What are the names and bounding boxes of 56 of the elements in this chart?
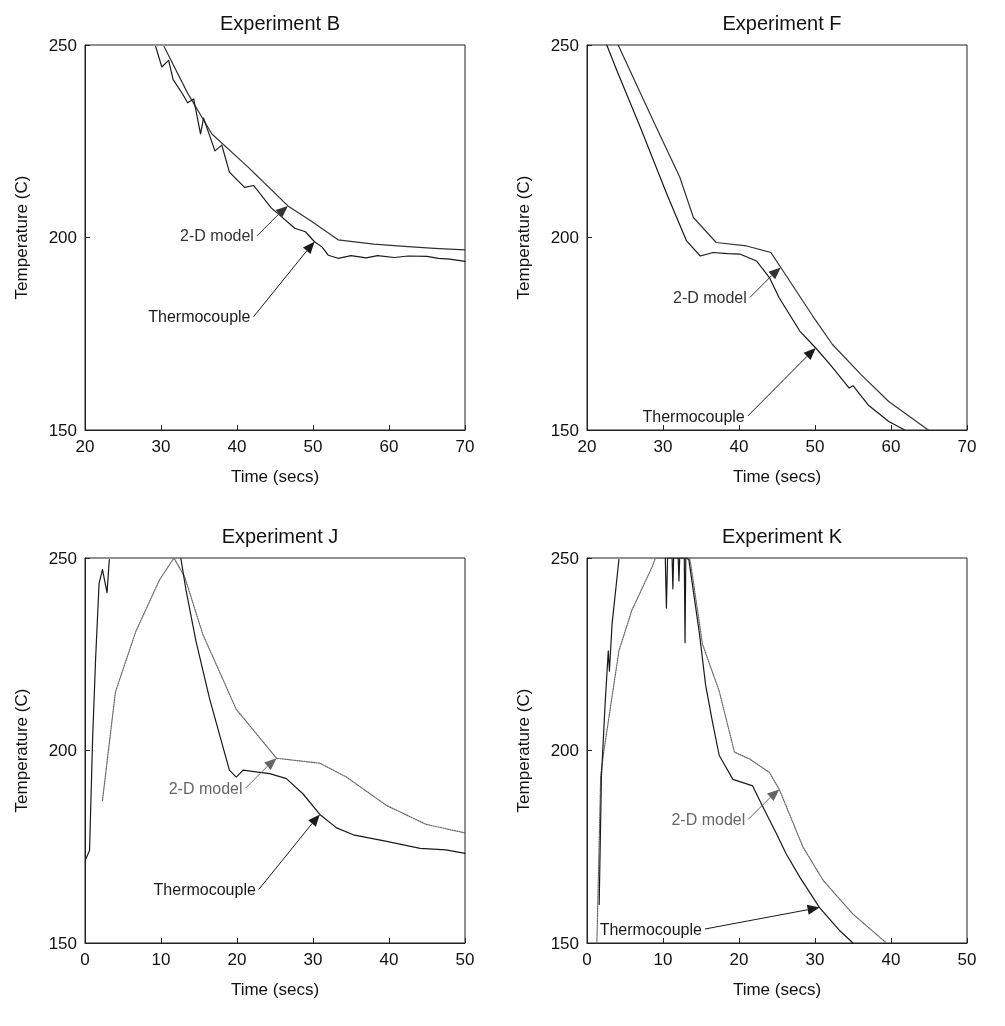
y-axis-title: Temperature (C) xyxy=(514,688,533,813)
x-tick-label: 70 xyxy=(957,437,977,456)
x-tick-label: 20 xyxy=(577,437,597,456)
y-tick-label: 150 xyxy=(48,420,77,440)
y-tick-label: 250 xyxy=(48,548,77,568)
y-tick-label: 250 xyxy=(48,35,77,55)
x-axis-title: Time (secs) xyxy=(732,467,822,486)
x-axis-title: Time (secs) xyxy=(230,980,320,999)
y-tick-label: 200 xyxy=(48,228,77,247)
y-tick-label: 200 xyxy=(550,741,579,760)
x-tick-label: 0 xyxy=(80,950,90,969)
legend-label: 2-D model xyxy=(168,779,243,797)
x-tick-label: 70 xyxy=(455,437,475,456)
x-tick-label: 20 xyxy=(729,950,749,969)
x-tick-label: 40 xyxy=(227,437,247,456)
text: Thermocouple xyxy=(642,407,745,425)
series-label: Thermocouple xyxy=(599,920,703,938)
y-tick-label: 200 xyxy=(550,228,579,247)
chart-title: Experiment B xyxy=(219,12,341,34)
x-tick-label: 40 xyxy=(729,437,749,456)
legend-label: 2-D model xyxy=(180,227,254,245)
y-tick-label: 150 xyxy=(550,420,579,440)
chart-title: Experiment F xyxy=(722,12,842,34)
x-tick-label: 50 xyxy=(957,950,977,969)
y-axis-title: Temperature (C) xyxy=(12,688,31,813)
text: Thermocouple xyxy=(153,880,256,898)
chart-title: Experiment J xyxy=(221,525,339,547)
x-tick-label: 50 xyxy=(455,950,475,969)
x-tick-label: 30 xyxy=(805,950,825,969)
y-tick-label: 150 xyxy=(550,933,579,953)
x-tick-label: 30 xyxy=(151,437,171,456)
x-tick-label: 60 xyxy=(881,437,901,456)
x-tick-label: 30 xyxy=(303,950,323,969)
x-tick-label: 20 xyxy=(75,437,95,456)
x-tick-label: 20 xyxy=(227,950,247,969)
y-tick-label: 250 xyxy=(550,35,579,55)
legend-label: 2-D model xyxy=(672,289,747,307)
x-tick-label: 40 xyxy=(881,950,901,969)
x-tick-label: 50 xyxy=(805,437,825,456)
text: Thermocouple xyxy=(148,308,251,326)
x-axis-title: Time (secs) xyxy=(732,980,822,999)
y-tick-label: 150 xyxy=(48,933,77,953)
y-axis-title: Temperature (C) xyxy=(514,175,533,300)
legend-label: 2-D model xyxy=(671,810,746,828)
y-tick-label: 200 xyxy=(48,741,77,760)
x-axis-title: Time (secs) xyxy=(230,467,320,486)
x-tick-label: 30 xyxy=(653,437,673,456)
chart-title: Experiment K xyxy=(721,525,843,547)
x-tick-label: 50 xyxy=(303,437,323,456)
x-tick-label: 60 xyxy=(379,437,399,456)
x-tick-label: 10 xyxy=(653,950,673,969)
y-tick-label: 250 xyxy=(550,548,579,568)
x-tick-label: 0 xyxy=(582,950,592,969)
x-tick-label: 40 xyxy=(379,950,399,969)
y-axis-title: Temperature (C) xyxy=(12,175,31,300)
x-tick-label: 10 xyxy=(151,950,171,969)
